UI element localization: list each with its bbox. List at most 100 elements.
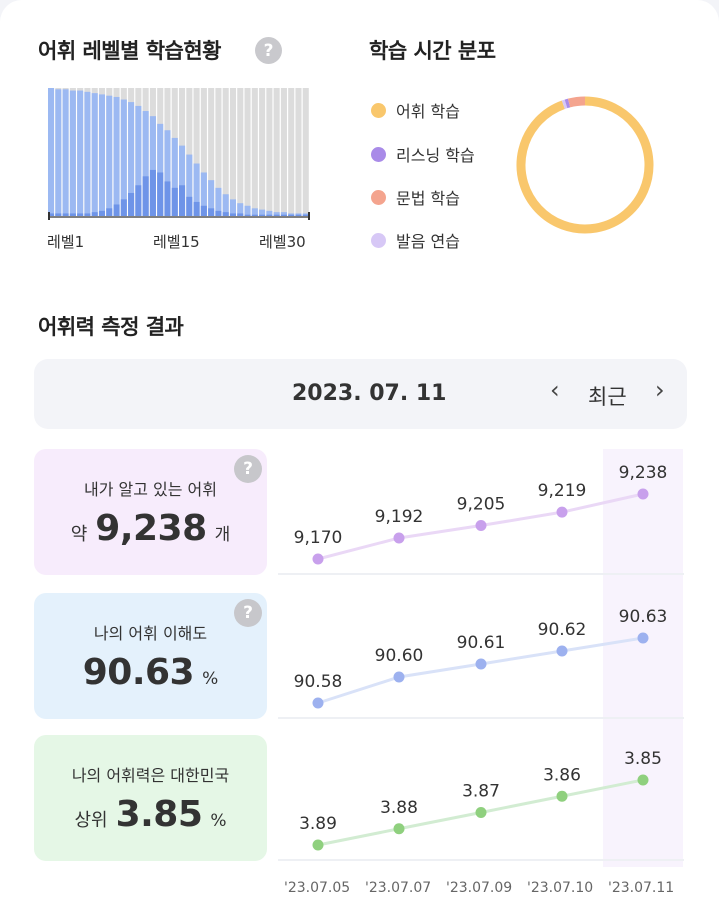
level-section-title: 어휘 레벨별 학습현황: [38, 39, 222, 63]
level-bar-total: [244, 205, 251, 216]
level-bar-learned: [251, 214, 258, 216]
level-bar-total: [55, 89, 62, 216]
metric-unit: %: [210, 810, 227, 831]
metric-unit: %: [202, 668, 219, 689]
metric-value-row: 약 9,238 개: [71, 508, 231, 549]
data-point: [475, 520, 487, 532]
x-tick-date: '23.07.05: [284, 880, 351, 896]
level-bar-learned: [237, 213, 244, 216]
level-bar-total: [84, 91, 91, 216]
data-point: [556, 506, 568, 518]
metric-value: 90.63: [82, 651, 195, 693]
legend-dot-icon: [371, 102, 386, 118]
level-bar-learned: [135, 185, 142, 216]
latest-date-highlight: [603, 449, 683, 867]
level-bar-learned: [266, 214, 273, 216]
level-bar-learned: [69, 213, 76, 216]
data-label: 9,192: [375, 507, 424, 527]
level-bar-total: [113, 96, 120, 216]
x-tick-date: '23.07.07: [365, 880, 432, 896]
known-words-line-chart: 9,170 9,192 9,205 9,219 9,238: [278, 463, 684, 575]
level-bar-learned: [164, 181, 171, 216]
level-bar-total: [106, 95, 113, 216]
data-label: 9,170: [294, 528, 343, 548]
data-point: [393, 671, 405, 683]
level-bar-learned: [62, 213, 69, 216]
data-point: [475, 807, 487, 818]
legend-item-vocab: 어휘 학습: [371, 98, 460, 122]
legend-item-grammar: 문법 학습: [371, 185, 460, 209]
data-label: 90.60: [375, 646, 424, 666]
level-bar-total: [91, 93, 98, 216]
data-point: [393, 823, 405, 835]
data-point: [556, 790, 568, 802]
level-bar-total: [179, 145, 186, 216]
level-bar-background: [200, 88, 207, 216]
level-bar-background: [222, 88, 229, 216]
result-section-title: 어휘력 측정 결과: [38, 315, 184, 339]
level-bar-background: [237, 88, 244, 216]
data-point: [393, 532, 405, 544]
data-point: [475, 658, 487, 670]
level-bar-total: [69, 90, 76, 216]
level-bar-background: [229, 88, 237, 216]
legend-item-pronunciation: 발음 연습: [371, 228, 460, 252]
donut-slice-3: [561, 99, 568, 110]
metric-label: 나의 어휘 이해도: [93, 623, 208, 643]
level-bar-learned: [120, 199, 127, 216]
level-bar-background: [208, 88, 215, 216]
prev-date-button[interactable]: ‹: [550, 376, 560, 404]
level-bar-learned: [200, 205, 207, 216]
level-bar-total: [273, 212, 280, 216]
level-bar-total: [251, 208, 258, 216]
data-point: [312, 553, 324, 565]
level-bar-total: [135, 105, 142, 216]
date-selector: [34, 359, 687, 429]
data-point: [637, 488, 649, 500]
metric-unit: 개: [214, 524, 231, 545]
metric-label: 나의 어휘력은 대한민국: [71, 765, 230, 785]
time-section-title: 학습 시간 분포: [369, 39, 496, 63]
data-point: [312, 839, 324, 851]
level-bar-total: [164, 130, 171, 216]
data-label: 3.89: [299, 814, 337, 834]
data-label: 9,238: [619, 463, 668, 483]
level-bar-learned: [106, 208, 113, 216]
rank-line-chart: 3.89 3.88 3.87 3.86 3.85: [278, 749, 684, 861]
help-icon[interactable]: ?: [255, 37, 282, 64]
level-bar-total: [237, 203, 244, 216]
donut-slice-2: [567, 96, 586, 108]
level-bar-learned: [280, 214, 287, 216]
metric-prefix: 상위: [74, 809, 108, 831]
level-bar-learned: [244, 214, 251, 216]
level-bar-background: [266, 88, 273, 216]
metric-label: 내가 알고 있는 어휘: [83, 479, 218, 499]
legend-dot-icon: [371, 189, 386, 205]
x-tick-label-level15: 레벨15: [153, 233, 200, 251]
level-bar-total: [128, 102, 135, 216]
level-bar-total: [62, 89, 69, 216]
level-bar-learned: [179, 185, 186, 216]
x-tick-date: '23.07.11: [608, 880, 675, 896]
recent-button[interactable]: 최근: [588, 385, 627, 409]
next-date-button[interactable]: ›: [655, 376, 665, 404]
level-bar-total: [77, 90, 84, 216]
help-icon[interactable]: ?: [234, 599, 262, 627]
level-bar-learned: [215, 210, 222, 216]
data-point: [312, 697, 324, 709]
data-label: 90.61: [457, 633, 506, 653]
level-bar-background: [215, 88, 222, 216]
level-bar-learned: [48, 213, 55, 216]
level-bar-total: [222, 194, 229, 216]
level-bar-learned: [98, 210, 106, 216]
level-bar-total: [98, 94, 106, 216]
selected-date: 2023. 07. 11: [292, 381, 447, 406]
data-label: 90.58: [294, 672, 343, 692]
help-icon[interactable]: ?: [234, 455, 262, 483]
metric-card-national-rank: 나의 어휘력은 대한민국 상위 3.85 %: [34, 735, 267, 861]
donut-slice-0: [516, 96, 654, 234]
level-bar-total: [266, 210, 273, 216]
level-bar-total: [142, 111, 149, 216]
level-bar-learned: [84, 213, 91, 216]
level-bar-total: [259, 209, 266, 216]
